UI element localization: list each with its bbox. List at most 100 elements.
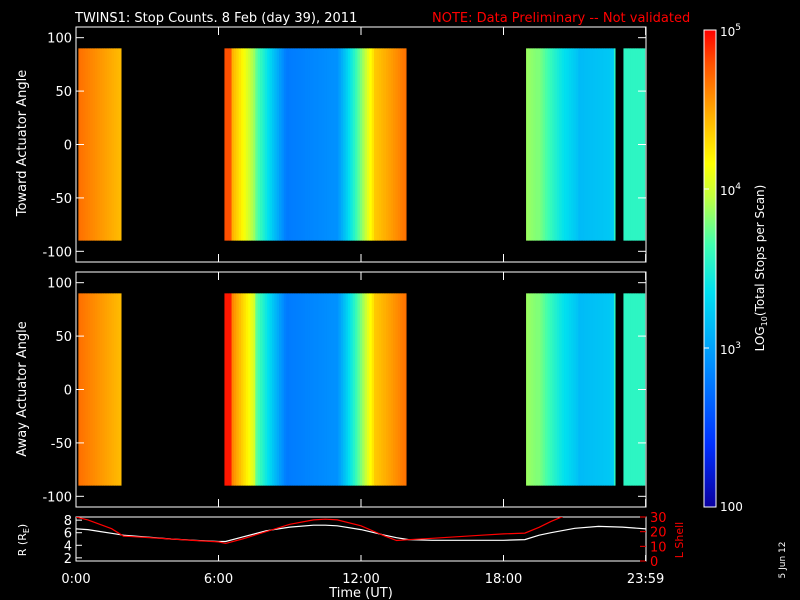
ytick-label: 100 (47, 32, 72, 47)
heatmap-cell (599, 293, 603, 486)
heatmap-cell (611, 48, 615, 241)
heatmap-cell (350, 48, 354, 241)
heatmap-cell (83, 293, 86, 486)
heatmap-cell (307, 48, 311, 241)
ytick-label: 100 (47, 277, 72, 292)
heatmap-cell (300, 293, 304, 486)
heatmap-cell (331, 293, 335, 486)
heatmap-cell (635, 293, 639, 486)
heatmap-cell (393, 48, 396, 241)
heatmap-cell (85, 293, 89, 486)
heatmap-cell (352, 293, 356, 486)
heatmap-cell (359, 48, 363, 241)
toward-ylabel: Toward Actuator Angle (15, 70, 30, 217)
heatmap-cell (267, 48, 270, 241)
ytick-label: 0 (64, 139, 72, 154)
heatmap-cell (309, 293, 313, 486)
heatmap-cell (585, 48, 589, 241)
heatmap-cell (269, 293, 273, 486)
heatmap-cell (245, 293, 249, 486)
xtick-label: 6:00 (204, 572, 233, 587)
heatmap-cell (568, 48, 572, 241)
heatmap-cell (338, 48, 342, 241)
heatmap-cell (238, 293, 242, 486)
heatmap-cell (92, 293, 96, 486)
heatmap-cell (580, 293, 584, 486)
heatmap-cell (573, 48, 577, 241)
heatmap-cell (592, 48, 596, 241)
heatmap-cell (571, 293, 574, 486)
heatmap-cell (530, 293, 534, 486)
heatmap-cell (264, 48, 268, 241)
heatmap-cell (248, 48, 251, 241)
heatmap-cell (262, 293, 266, 486)
heatmap-cell (571, 48, 574, 241)
heatmap-cell (632, 48, 636, 241)
heatmap-cell (350, 293, 354, 486)
heatmap-cell (528, 48, 532, 241)
heatmap-cell (85, 48, 89, 241)
heatmap-cell (281, 293, 285, 486)
heatmap-cell (397, 48, 401, 241)
heatmap-cell (343, 293, 346, 486)
heatmap-cell (374, 293, 377, 486)
ytick-label: 50 (55, 330, 72, 345)
heatmap-cell (583, 293, 586, 486)
heatmap-cell (552, 293, 555, 486)
heatmap-cell (564, 48, 567, 241)
heatmap-cell (233, 293, 237, 486)
heatmap-cell (573, 293, 577, 486)
heatmap-cell (118, 48, 122, 241)
heatmap-cell (533, 48, 536, 241)
colorbar-tick-label: 100 (720, 500, 743, 514)
heatmap-cell (97, 48, 101, 241)
heatmap-cell (87, 293, 91, 486)
heatmap-cell (580, 48, 584, 241)
heatmap-cell (326, 293, 330, 486)
heatmap-cell (290, 48, 294, 241)
away-ylabel: Away Actuator Angle (15, 321, 30, 456)
heatmap-cell (364, 48, 368, 241)
heatmap-cell (106, 293, 110, 486)
heatmap-cell (317, 48, 320, 241)
heatmap-cell (376, 48, 380, 241)
heatmap-cell (236, 293, 240, 486)
heatmap-cell (336, 293, 339, 486)
heatmap-cell (400, 293, 403, 486)
heatmap-cell (628, 48, 631, 241)
right-ytick-label: 0 (650, 555, 658, 570)
heatmap-cell (307, 293, 311, 486)
heatmap-cell (83, 48, 86, 241)
heatmap-cell (271, 48, 275, 241)
heatmap-cell (226, 48, 230, 241)
heatmap-cell (383, 293, 387, 486)
heatmap-cell (271, 293, 275, 486)
heatmap-cell (568, 293, 572, 486)
heatmap-cell (236, 48, 240, 241)
heatmap-cell (347, 48, 351, 241)
heatmap-cell (302, 48, 306, 241)
heatmap-cell (288, 293, 292, 486)
heatmap-cell (104, 48, 108, 241)
heatmap-cell (552, 48, 555, 241)
heatmap-cell (542, 48, 546, 241)
heatmap-cell (288, 48, 292, 241)
heatmap-cell (295, 293, 299, 486)
heatmap-cell (388, 48, 392, 241)
ytick-label: 0 (64, 384, 72, 399)
heatmap-cell (625, 293, 629, 486)
heatmap-cell (331, 48, 335, 241)
heatmap-cell (395, 293, 399, 486)
heatmap-cell (319, 293, 323, 486)
heatmap-cell (545, 48, 548, 241)
right-ytick-label: 20 (650, 526, 667, 541)
heatmap-cell (245, 48, 249, 241)
heatmap-cell (540, 48, 544, 241)
heatmap-cell (326, 48, 330, 241)
heatmap-cell (95, 293, 98, 486)
heatmap-cell (537, 293, 541, 486)
heatmap-cell (347, 293, 351, 486)
colorbar-label: LOG10(Total Stops per Scan) (753, 185, 769, 352)
heatmap-cell (559, 48, 563, 241)
